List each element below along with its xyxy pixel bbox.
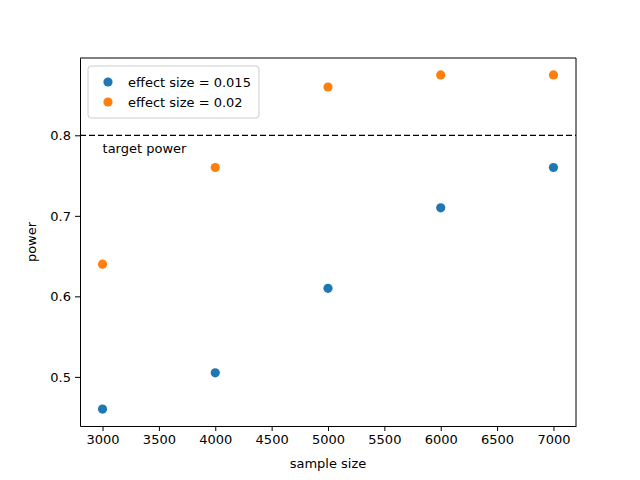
point bbox=[98, 260, 107, 269]
y-tick-mark bbox=[75, 135, 80, 136]
x-tick: 4500 bbox=[256, 426, 289, 447]
x-tick-label: 4000 bbox=[199, 432, 232, 447]
reference-line bbox=[80, 135, 576, 136]
legend: effect size = 0.015 effect size = 0.02 bbox=[88, 66, 259, 118]
x-tick-label: 3000 bbox=[86, 432, 119, 447]
point bbox=[549, 70, 558, 79]
chart: 3000350040004500500055006000650070000.50… bbox=[0, 0, 640, 480]
point bbox=[436, 203, 445, 212]
y-tick-mark bbox=[75, 216, 80, 217]
x-tick-mark bbox=[328, 426, 329, 431]
x-axis-title: sample size bbox=[290, 456, 367, 471]
y-tick-label: 0.5 bbox=[50, 370, 71, 385]
point bbox=[323, 284, 332, 293]
point bbox=[211, 368, 220, 377]
plot: 3000350040004500500055006000650070000.50… bbox=[50, 58, 576, 447]
x-tick-label: 6000 bbox=[425, 432, 458, 447]
y-tick: 0.6 bbox=[50, 289, 80, 304]
x-tick-mark bbox=[384, 426, 385, 431]
y-tick: 0.8 bbox=[50, 128, 80, 143]
y-tick-label: 0.7 bbox=[50, 208, 71, 223]
frame bbox=[80, 58, 576, 59]
x-tick: 5500 bbox=[368, 426, 401, 447]
x-tick-mark bbox=[441, 426, 442, 431]
x-tick-label: 3500 bbox=[143, 432, 176, 447]
x-tick: 4000 bbox=[199, 426, 232, 447]
series bbox=[98, 70, 558, 268]
x-tick-label: 7000 bbox=[537, 432, 570, 447]
marks bbox=[80, 70, 576, 413]
x-tick-mark bbox=[553, 426, 554, 431]
y-tick-mark bbox=[75, 296, 80, 297]
x-tick-label: 4500 bbox=[256, 432, 289, 447]
y-tick-label: 0.8 bbox=[50, 128, 71, 143]
point bbox=[436, 70, 445, 79]
y-axis-line bbox=[80, 59, 81, 427]
series bbox=[98, 163, 558, 414]
y-axis: 0.5 0.6 0.7 0.8 bbox=[50, 59, 80, 427]
point bbox=[549, 163, 558, 172]
x-tick: 5000 bbox=[312, 426, 345, 447]
x-tick-label: 5000 bbox=[312, 432, 345, 447]
legend-marker bbox=[103, 77, 112, 86]
legend-label: effect size = 0.02 bbox=[128, 95, 243, 110]
x-tick-mark bbox=[159, 426, 160, 431]
y-tick-mark bbox=[75, 377, 80, 378]
x-tick: 3000 bbox=[86, 426, 119, 447]
x-tick: 6500 bbox=[481, 426, 514, 447]
x-axis: 3000 3500 4000 4500 5000 5500 6000 6500 7000 bbox=[81, 426, 577, 447]
point bbox=[211, 163, 220, 172]
y-tick: 0.7 bbox=[50, 208, 80, 223]
legend-marker bbox=[103, 97, 112, 106]
y-axis-title: power bbox=[24, 221, 39, 262]
legend-label: effect size = 0.015 bbox=[128, 75, 251, 90]
annotation: target power bbox=[103, 141, 187, 156]
x-tick-label: 6500 bbox=[481, 432, 514, 447]
x-tick-mark bbox=[497, 426, 498, 431]
x-tick-label: 5500 bbox=[368, 432, 401, 447]
x-tick: 6000 bbox=[425, 426, 458, 447]
point bbox=[323, 82, 332, 91]
y-tick: 0.5 bbox=[50, 370, 80, 385]
x-tick: 7000 bbox=[537, 426, 570, 447]
frame bbox=[576, 58, 577, 426]
x-tick: 3500 bbox=[143, 426, 176, 447]
legend-box bbox=[88, 66, 259, 118]
x-tick-mark bbox=[103, 426, 104, 431]
x-tick-mark bbox=[272, 426, 273, 431]
point bbox=[98, 404, 107, 413]
x-tick-mark bbox=[215, 426, 216, 431]
y-tick-label: 0.6 bbox=[50, 289, 71, 304]
